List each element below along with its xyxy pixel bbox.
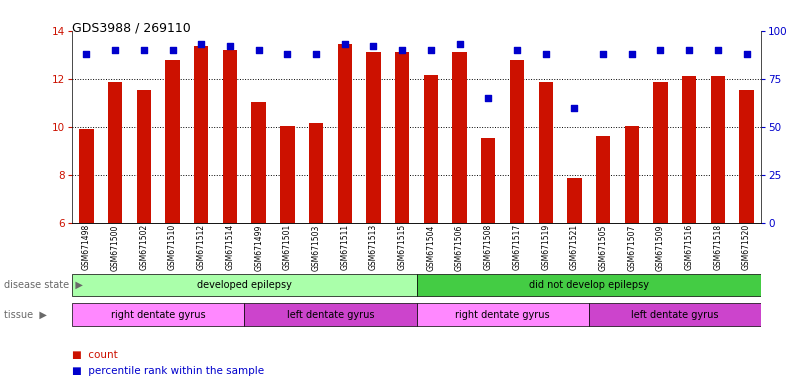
Text: GSM671500: GSM671500 [111,224,119,271]
Point [195,41,207,47]
Point [425,47,437,53]
Text: GSM671511: GSM671511 [340,224,349,270]
Text: GSM671517: GSM671517 [513,224,521,270]
Bar [589,303,761,326]
Bar [417,303,589,326]
Text: GSM671503: GSM671503 [312,224,320,271]
Point [654,47,667,53]
Text: GSM671498: GSM671498 [82,224,91,270]
Bar [538,82,553,223]
Point [740,51,753,57]
Bar [252,101,266,223]
Point [166,47,179,53]
Point [510,47,523,53]
Point [281,51,294,57]
Bar [72,274,417,296]
Point [367,43,380,49]
Bar [682,76,696,223]
Text: disease state  ▶: disease state ▶ [4,280,83,290]
Bar [79,129,94,223]
Text: GSM671521: GSM671521 [570,224,579,270]
Text: GSM671520: GSM671520 [742,224,751,270]
Point [310,51,323,57]
Bar [337,44,352,223]
Text: left dentate gyrus: left dentate gyrus [631,310,718,320]
Text: GSM671512: GSM671512 [197,224,206,270]
Text: GSM671505: GSM671505 [598,224,608,271]
Point [626,51,638,57]
Point [682,47,695,53]
Point [80,51,93,57]
Text: GSM671499: GSM671499 [254,224,264,271]
Text: GSM671515: GSM671515 [397,224,407,270]
Text: GSM671518: GSM671518 [714,224,723,270]
Text: left dentate gyrus: left dentate gyrus [287,310,374,320]
Bar [244,303,417,326]
Text: GSM671510: GSM671510 [168,224,177,270]
Point [482,95,495,101]
Bar [567,178,582,223]
Text: GSM671519: GSM671519 [541,224,550,270]
Text: GSM671508: GSM671508 [484,224,493,270]
Bar [654,82,668,223]
Text: right dentate gyrus: right dentate gyrus [455,310,550,320]
Bar [710,76,725,223]
Text: ■  count: ■ count [72,350,118,360]
Bar [424,75,438,223]
Bar [223,50,237,223]
Bar [395,52,409,223]
Point [396,47,409,53]
Point [597,51,610,57]
Point [338,41,351,47]
Bar [453,52,467,223]
Point [138,47,151,53]
Bar [165,60,179,223]
Text: GSM671513: GSM671513 [369,224,378,270]
Bar [108,82,123,223]
Text: GSM671516: GSM671516 [685,224,694,270]
Bar [72,303,244,326]
Bar [509,60,524,223]
Point [252,47,265,53]
Text: GDS3988 / 269110: GDS3988 / 269110 [72,21,191,34]
Bar [280,126,295,223]
Bar [137,89,151,223]
Bar [739,89,754,223]
Text: GSM671504: GSM671504 [426,224,436,271]
Bar [366,52,380,223]
Bar [625,126,639,223]
Bar [481,137,496,223]
Point [109,47,122,53]
Text: ■  percentile rank within the sample: ■ percentile rank within the sample [72,366,264,376]
Text: GSM671502: GSM671502 [139,224,148,270]
Text: GSM671509: GSM671509 [656,224,665,271]
Text: tissue  ▶: tissue ▶ [4,310,47,320]
Text: right dentate gyrus: right dentate gyrus [111,310,206,320]
Bar [309,123,324,223]
Point [453,41,466,47]
Text: GSM671501: GSM671501 [283,224,292,270]
Bar [417,274,761,296]
Point [223,43,236,49]
Point [711,47,724,53]
Text: GSM671506: GSM671506 [455,224,464,271]
Text: GSM671507: GSM671507 [627,224,636,271]
Point [539,51,552,57]
Text: developed epilepsy: developed epilepsy [197,280,292,290]
Text: GSM671514: GSM671514 [225,224,235,270]
Bar [194,46,208,223]
Point [568,104,581,111]
Text: did not develop epilepsy: did not develop epilepsy [529,280,649,290]
Bar [596,136,610,223]
